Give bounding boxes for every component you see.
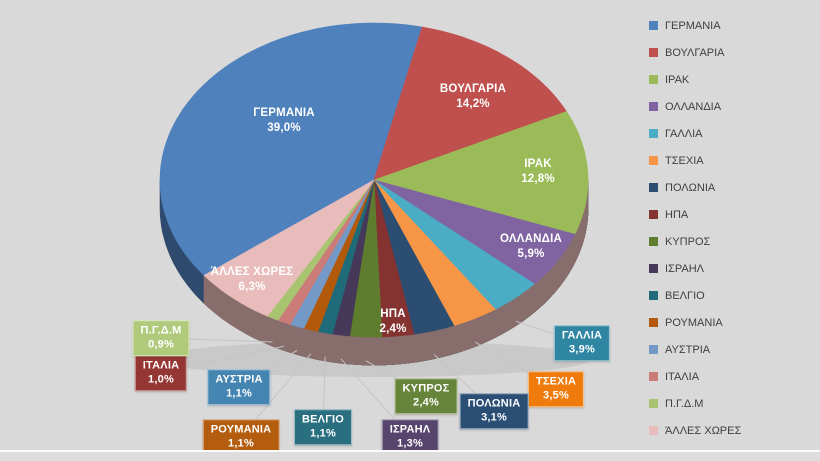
legend-item-τσεχια: ΤΣΕΧΙΑ [649,147,817,174]
legend-swatch [649,372,658,381]
legend-label: Π.Γ.Δ.Μ [665,397,704,410]
legend-item-κυπρος: ΚΥΠΡΟΣ [649,228,817,255]
pie-slice-γερμανια [159,22,423,276]
legend-item-γερμανια: ΓΕΡΜΑΝΙΑ [649,12,817,39]
pie-slice-ολλανδια [373,179,576,285]
legend-swatch [649,183,658,192]
legend-swatch [649,426,658,435]
footer-strip [0,452,820,461]
pie-slice-πολωνια [373,179,455,335]
legend-item-ηπα: ΗΠΑ [649,201,817,228]
pie-slice-άλλες-χωρες [203,179,375,317]
legend-label: ΙΡΑΚ [665,73,690,86]
legend-swatch [649,129,658,138]
legend-swatch [649,318,658,327]
legend-label: ΤΣΕΧΙΑ [665,154,704,167]
legend-swatch [649,210,658,219]
pie-slice-κυπρος [349,179,383,338]
leader-line-γαλλια [515,320,583,344]
legend-swatch [649,345,658,354]
legend-item-γαλλια: ΓΑΛΛΙΑ [649,120,817,147]
legend-swatch [649,399,658,408]
legend-swatch [649,156,658,165]
legend-item-ιταλια: ΙΤΑΛΙΑ [649,363,817,390]
footer-divider [0,450,820,452]
legend-label: ΠΟΛΩΝΙΑ [665,181,716,194]
pie-slice-γαλλια [373,179,535,310]
legend-swatch [649,75,658,84]
legend-swatch [649,264,658,273]
legend-item-βουλγαρια: ΒΟΥΛΓΑΡΙΑ [649,39,817,66]
legend-label: ΙΣΡΑΗΛ [665,262,705,275]
pie-slice-ιρακ [372,111,589,235]
pie-slice-βουλγαρια [373,26,567,181]
legend-label: ΗΠΑ [665,208,689,221]
legend-label: ΚΥΠΡΟΣ [665,235,711,248]
legend-label: ΓΑΛΛΙΑ [665,127,703,140]
legend-label: ΆΛΛΕΣ ΧΩΡΕΣ [665,424,742,437]
legend-label: ΒΕΛΓΙΟ [665,289,705,302]
legend-label: ΙΤΑΛΙΑ [665,370,700,383]
pie-slice-ηπα [373,179,415,338]
legend-label: ΟΛΛΑΝΔΙΑ [665,100,722,113]
legend-item-αυστρια: ΑΥΣΤΡΙΑ [649,336,817,363]
legend-swatch [649,291,658,300]
legend-swatch [649,102,658,111]
legend-label: ΡΟΥΜΑΝΙΑ [665,316,723,329]
legend-label: ΑΥΣΤΡΙΑ [665,343,711,356]
legend-item-ρουμανια: ΡΟΥΜΑΝΙΑ [649,309,817,336]
legend-item-ολλανδια: ΟΛΛΑΝΔΙΑ [649,93,817,120]
legend-item-βελγιο: ΒΕΛΓΙΟ [649,282,817,309]
legend-item-ιρακ: ΙΡΑΚ [649,66,817,93]
legend-swatch [649,237,658,246]
legend-swatch [649,21,658,30]
legend-label: ΓΕΡΜΑΝΙΑ [665,19,721,32]
legend-item-πολωνια: ΠΟΛΩΝΙΑ [649,174,817,201]
chart-legend: ΓΕΡΜΑΝΙΑ ΒΟΥΛΓΑΡΙΑ ΙΡΑΚ ΟΛΛΑΝΔΙΑ ΓΑΛΛΙΑ ΤΣΕΧΙ… [649,12,817,444]
legend-label: ΒΟΥΛΓΑΡΙΑ [665,46,725,59]
legend-swatch [649,48,658,57]
legend-item-άλλες-χωρες: ΆΛΛΕΣ ΧΩΡΕΣ [649,417,817,444]
pie-slice-τσεχια [373,179,496,326]
legend-item-π-γ-δ-μ: Π.Γ.Δ.Μ [649,390,817,417]
legend-item-ισραηλ: ΙΣΡΑΗΛ [649,255,817,282]
